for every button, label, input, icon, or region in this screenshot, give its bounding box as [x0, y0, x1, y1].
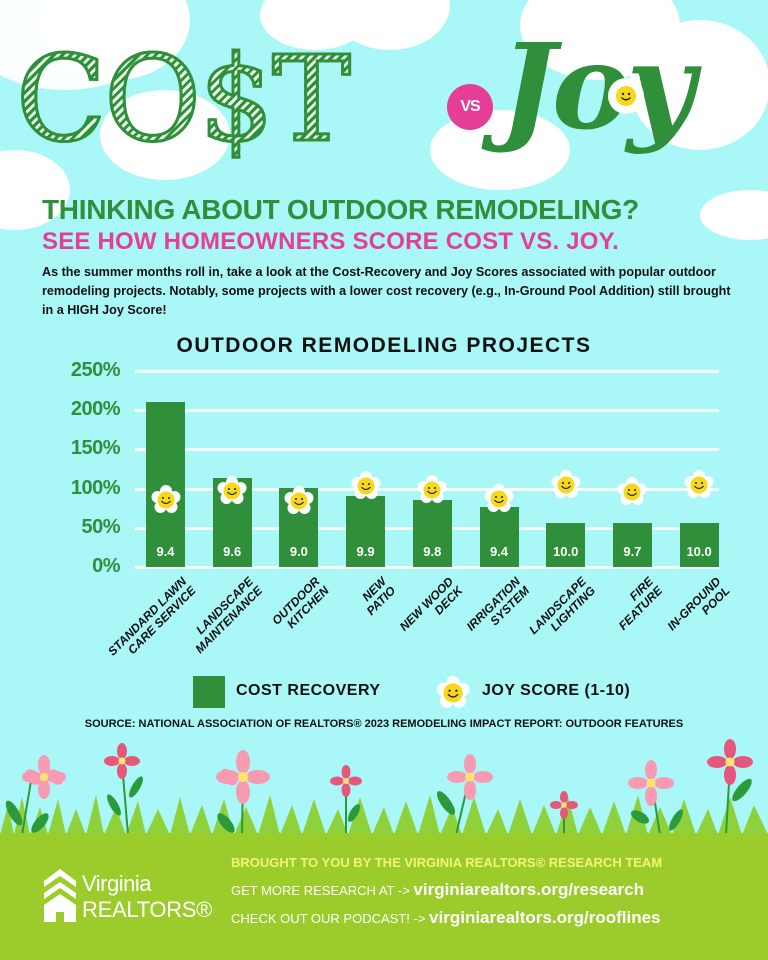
y-axis-tick: 50%	[81, 515, 120, 538]
hero-banner: CO$T VS Joy	[0, 0, 768, 190]
cost-title: CO$T	[15, 30, 353, 168]
chart-legend: COST RECOVERY JOY SCORE (1-10)	[0, 676, 768, 708]
smiley-flower-icon	[551, 469, 581, 500]
smiley-flower-icon	[217, 475, 247, 506]
research-prefix: GET MORE RESEARCH AT ->	[231, 883, 414, 898]
joy-score-value: 9.7	[623, 543, 642, 559]
gridline	[135, 409, 719, 413]
podcast-link[interactable]: virginiarealtors.org/rooflines	[429, 908, 661, 927]
intro-paragraph: As the summer months roll in, take a loo…	[42, 265, 731, 317]
house-chevron-icon	[44, 869, 76, 922]
bar-irrigation-system: 9.4	[479, 506, 519, 567]
smiley-flower-icon	[417, 475, 447, 505]
y-axis-tick: 150%	[70, 437, 121, 460]
podcast-prefix: CHECK OUT OUR PODCAST! ->	[231, 911, 430, 926]
x-axis-label: LANDSCAPE MAINTENANCE	[184, 574, 265, 656]
legend-cost-label: COST RECOVERY	[236, 682, 381, 699]
logo-realtors: REALTORS®	[82, 897, 213, 922]
gridline	[135, 566, 719, 569]
headline-subtitle: SEE HOW HOMEOWNERS SCORE COST VS. JOY.	[42, 228, 620, 255]
smiley-flower-icon	[617, 476, 647, 507]
x-axis-label: NEW PATIO	[355, 574, 398, 618]
x-axis-label: STANDARD LAWN CARE SERVICE	[105, 574, 198, 668]
x-axis-label-line: STANDARD LAWN	[105, 574, 190, 659]
joy-title: Joy	[500, 17, 695, 156]
smiley-flower-icon	[684, 469, 714, 500]
y-axis-tick: 100%	[70, 476, 121, 499]
bar-in-ground-pool: 10.0	[679, 523, 719, 567]
smiley-flower-icon	[484, 483, 514, 514]
y-axis-tick: 0%	[92, 555, 120, 577]
chart-title: OUTDOOR REMODELING PROJECTS	[176, 334, 592, 357]
joy-score-value: 10.0	[686, 543, 712, 559]
joy-score-value: 10.0	[553, 543, 579, 559]
joy-score-value: 9.6	[223, 543, 242, 559]
smiley-flower-icon	[608, 78, 644, 114]
vs-badge: VS	[447, 84, 493, 130]
x-axis-label: IRRIGATION SYSTEM	[463, 574, 531, 643]
research-line: GET MORE RESEARCH AT -> virginiarealtors…	[231, 880, 644, 900]
joy-score-value: 9.8	[423, 543, 442, 559]
credit-line: BROUGHT TO YOU BY THE VIRGINIA REALTORS®…	[231, 855, 663, 870]
research-link[interactable]: virginiarealtors.org/research	[413, 880, 644, 899]
footer: Virginia REALTORS® BROUGHT TO YOU BY THE…	[0, 833, 768, 960]
smiley-flower-icon	[284, 486, 314, 516]
logo-virginia: Virginia	[82, 871, 151, 896]
gridline	[135, 370, 719, 373]
joy-score-value: 9.9	[356, 543, 375, 559]
virginia-realtors-logo: Virginia REALTORS®	[44, 867, 212, 927]
joy-score-value: 9.0	[289, 543, 308, 559]
x-axis-label: FIRE FEATURE	[607, 574, 665, 633]
legend-joy-label: JOY SCORE (1-10)	[482, 682, 631, 699]
bar-new-wood-deck: 9.8	[412, 500, 452, 567]
joy-flower-icon	[436, 676, 470, 708]
cost-recovery-swatch	[193, 676, 225, 708]
headline-question: THINKING ABOUT OUTDOOR REMODELING?	[42, 194, 639, 225]
bar-chart: 250% 200% 150% 100% 50% 0% 9.4 STANDARD LAWN CAR…	[0, 359, 768, 690]
bar-landscape-lighting: 10.0	[546, 523, 586, 567]
bar-standard-lawn-care-service: 9.4	[146, 402, 185, 567]
x-axis-label: NEW WOOD DECK	[397, 574, 466, 643]
x-axis-label: IN-GROUND POOL	[664, 574, 732, 642]
bar-fire-feature: 9.7	[612, 523, 652, 567]
bar-new-patio: 9.9	[346, 495, 386, 567]
y-axis-tick: 250%	[70, 359, 121, 381]
x-axis-label: OUTDOOR KITCHEN	[270, 574, 332, 637]
podcast-line: CHECK OUT OUR PODCAST! -> virginiarealto…	[231, 908, 661, 928]
smiley-flower-icon	[151, 485, 181, 515]
gridline	[135, 448, 719, 452]
joy-score-value: 9.4	[489, 543, 509, 559]
flower-garden-illustration	[0, 739, 768, 835]
x-axis-label: LANDSCAPE LIGHTING	[526, 574, 598, 646]
y-axis-tick: 200%	[70, 398, 121, 421]
smiley-flower-icon	[351, 471, 381, 501]
source-citation: SOURCE: NATIONAL ASSOCIATION OF REALTORS…	[84, 718, 684, 730]
joy-score-value: 9.4	[156, 543, 175, 559]
